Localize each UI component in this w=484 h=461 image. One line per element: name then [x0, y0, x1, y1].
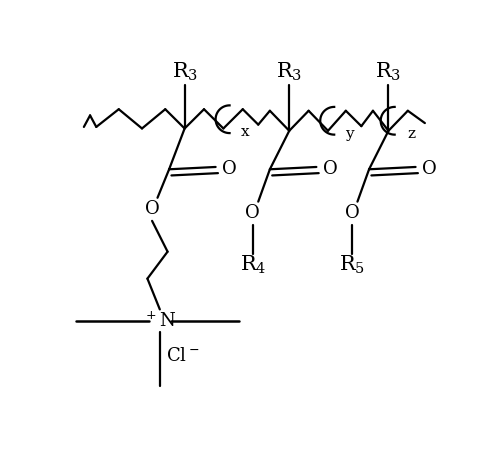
Text: Cl$^-$: Cl$^-$	[166, 347, 199, 365]
Text: O: O	[144, 201, 159, 219]
Text: $\mathregular{R_3}$: $\mathregular{R_3}$	[375, 61, 401, 83]
Text: y: y	[345, 127, 353, 141]
Text: O: O	[222, 160, 237, 177]
Text: $\mathregular{R_4}$: $\mathregular{R_4}$	[239, 254, 266, 276]
Text: $\mathregular{R_5}$: $\mathregular{R_5}$	[338, 254, 364, 276]
Text: O: O	[344, 204, 359, 222]
Text: $^+$N: $^+$N	[143, 311, 176, 331]
Text: O: O	[245, 204, 259, 222]
Text: O: O	[322, 160, 337, 177]
Text: $\mathregular{R_3}$: $\mathregular{R_3}$	[275, 61, 302, 83]
Text: O: O	[421, 160, 436, 177]
Text: z: z	[406, 127, 414, 141]
Text: x: x	[240, 125, 249, 139]
Text: $\mathregular{R_3}$: $\mathregular{R_3}$	[171, 61, 197, 83]
